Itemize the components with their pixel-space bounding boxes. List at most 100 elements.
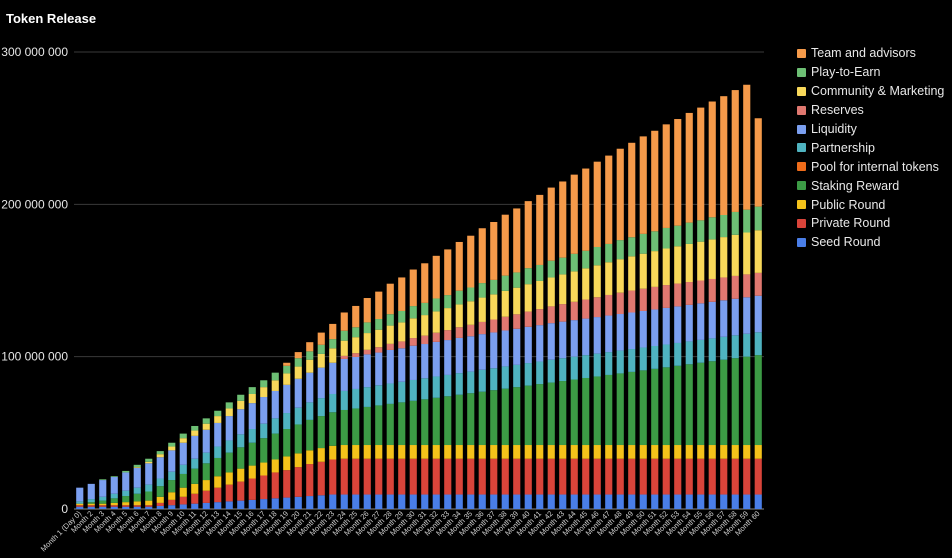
- bar-segment: [202, 502, 210, 509]
- bar-segment: [271, 498, 279, 509]
- bar-segment: [731, 275, 739, 299]
- bar-segment: [214, 416, 222, 423]
- bar-segment: [225, 484, 233, 502]
- bar-segment: [605, 262, 613, 295]
- bar-segment: [133, 501, 141, 506]
- legend-item[interactable]: Community & Marketing: [797, 82, 944, 101]
- legend-swatch: [797, 200, 806, 210]
- bar-segment: [697, 280, 705, 304]
- bar-segment: [375, 445, 383, 459]
- bar-segment: [582, 355, 590, 378]
- bar-segment: [547, 306, 555, 324]
- bar-segment: [352, 327, 360, 338]
- bar-segment: [731, 358, 739, 446]
- bar-segment: [478, 391, 486, 446]
- bar-segment: [133, 467, 141, 468]
- bar-segment: [616, 240, 624, 260]
- legend-swatch: [797, 143, 806, 153]
- legend-item[interactable]: Partnership: [797, 138, 944, 157]
- bar-segment: [467, 324, 475, 337]
- bar-segment: [536, 194, 544, 265]
- bar-segment: [375, 385, 383, 406]
- bar-segment: [731, 458, 739, 495]
- bar-segment: [191, 468, 199, 484]
- bar-segment: [524, 445, 532, 459]
- bar-segment: [317, 367, 325, 399]
- bar-segment: [306, 342, 314, 352]
- bar-segment: [639, 494, 647, 509]
- bar-segment: [697, 107, 705, 221]
- bar-segment: [754, 118, 762, 207]
- bar-segment: [605, 494, 613, 509]
- bar-segment: [110, 506, 118, 509]
- bar-segment: [122, 470, 130, 473]
- bar-segment: [536, 384, 544, 446]
- bar-segment: [754, 332, 762, 356]
- bar-segment: [478, 321, 486, 335]
- legend-label: Public Round: [811, 197, 886, 212]
- bar-segment: [352, 388, 360, 409]
- bar-segment: [352, 305, 360, 328]
- bar-segment: [524, 385, 532, 446]
- bar-segment: [87, 502, 95, 504]
- bar-segment: [409, 379, 417, 401]
- bar-segment: [674, 458, 682, 495]
- legend-swatch: [797, 218, 806, 228]
- bar-segment: [225, 501, 233, 509]
- bar-segment: [156, 505, 164, 509]
- bar-segment: [720, 237, 728, 278]
- bar-segment: [260, 397, 268, 424]
- bar-segment: [409, 318, 417, 339]
- bar-segment: [202, 463, 210, 481]
- bar-segment: [352, 458, 360, 495]
- bar-segment: [260, 423, 268, 439]
- bar-segment: [248, 442, 256, 466]
- legend-item[interactable]: Liquidity: [797, 120, 944, 139]
- legend-item[interactable]: Team and advisors: [797, 44, 944, 63]
- bar-segment: [547, 359, 555, 383]
- bar-segment: [570, 458, 578, 495]
- legend-item[interactable]: Public Round: [797, 195, 944, 214]
- bar-segment: [409, 458, 417, 495]
- bar-segment: [168, 450, 176, 472]
- bar-segment: [754, 458, 762, 495]
- bar-segment: [306, 496, 314, 509]
- bar-segment: [329, 339, 337, 349]
- bar-segment: [524, 311, 532, 327]
- bar-segment: [639, 253, 647, 289]
- legend-item[interactable]: Seed Round: [797, 233, 944, 252]
- bar-segment: [191, 435, 199, 459]
- bar-segment: [156, 502, 164, 506]
- bar-segment: [363, 445, 371, 459]
- legend-item[interactable]: Reserves: [797, 101, 944, 120]
- legend-item[interactable]: Play-to-Earn: [797, 63, 944, 82]
- bar-segment: [467, 301, 475, 325]
- bar-segment: [513, 458, 521, 495]
- bar-segment: [455, 458, 463, 495]
- legend-swatch: [797, 237, 806, 247]
- bar-segment: [708, 217, 716, 240]
- bar-segment: [329, 445, 337, 460]
- bar-segment: [490, 390, 498, 446]
- bar-segment: [513, 445, 521, 459]
- bar-segment: [237, 394, 245, 401]
- bar-segment: [501, 388, 509, 446]
- bar-segment: [432, 298, 440, 312]
- bar-segment: [559, 321, 567, 359]
- bar-segment: [306, 372, 314, 403]
- bar-segment: [444, 295, 452, 309]
- bar-segment: [329, 362, 337, 394]
- legend-item[interactable]: Pool for internal tokens: [797, 157, 944, 176]
- bar-segment: [582, 268, 590, 300]
- legend-item[interactable]: Private Round: [797, 214, 944, 233]
- legend-label: Seed Round: [811, 235, 881, 250]
- bar-segment: [467, 458, 475, 495]
- bar-segment: [708, 338, 716, 362]
- legend-item[interactable]: Staking Reward: [797, 176, 944, 195]
- bar-segment: [294, 366, 302, 379]
- bar-segment: [260, 380, 268, 388]
- bar-segment: [99, 505, 107, 507]
- bar-segment: [651, 494, 659, 509]
- bar-segment: [386, 343, 394, 350]
- bar-segment: [122, 505, 130, 507]
